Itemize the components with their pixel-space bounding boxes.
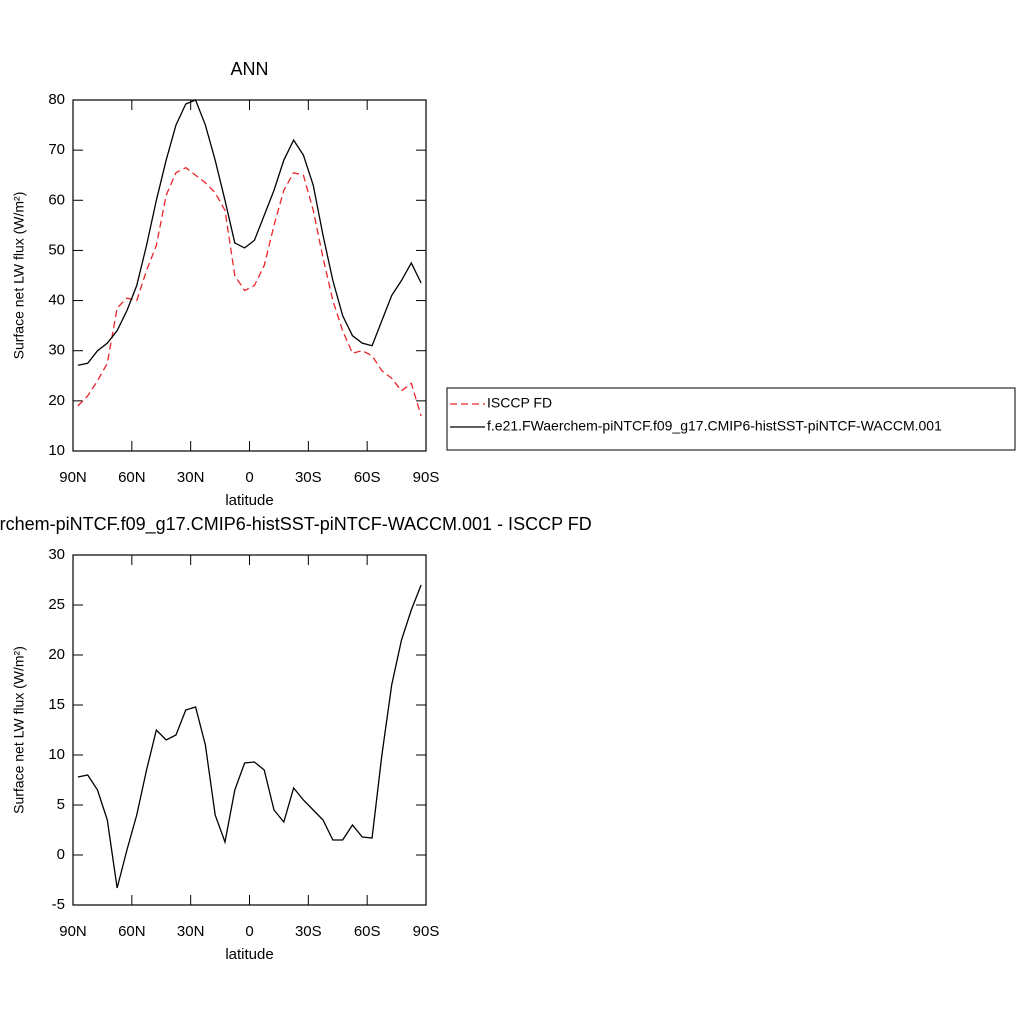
y-axis-label: Surface net LW flux (W/m²) (11, 646, 27, 814)
y-tick-label: 15 (48, 696, 65, 713)
y-axis-label: Surface net LW flux (W/m²) (11, 192, 27, 360)
x-tick-label: 30N (177, 469, 205, 486)
plot-frame (72, 99, 427, 452)
legend-label: f.e21.FWaerchem-piNTCF.f09_g17.CMIP6-his… (487, 418, 942, 434)
x-tick-label: 0 (245, 923, 253, 940)
y-tick-label: 30 (48, 546, 65, 563)
chart-title: ANN (230, 59, 268, 79)
x-tick-label: 30S (295, 469, 322, 486)
x-tick-label: 90N (59, 469, 87, 486)
x-tick-label: 90S (413, 469, 440, 486)
x-tick-label: 30N (177, 923, 205, 940)
chart-title: f.e21.FWaerchem-piNTCF.f09_g17.CMIP6-his… (0, 514, 592, 535)
x-tick-label: 60N (118, 923, 146, 940)
x-tick-label: 90S (413, 923, 440, 940)
data-line (77, 99, 422, 366)
x-tick-label: 60S (354, 923, 381, 940)
y-tick-label: 60 (48, 191, 65, 208)
y-tick-label: 20 (48, 392, 65, 409)
legend-box (446, 387, 1016, 451)
y-tick-label: 5 (57, 796, 65, 813)
plot-frame (72, 554, 427, 906)
y-tick-label: 70 (48, 141, 65, 158)
x-axis-label: latitude (225, 946, 273, 963)
data-line (77, 166, 422, 417)
y-tick-label: -5 (52, 896, 65, 913)
x-axis-label: latitude (225, 492, 273, 509)
x-tick-label: 30S (295, 923, 322, 940)
y-tick-label: 30 (48, 342, 65, 359)
y-tick-label: 80 (48, 91, 65, 108)
x-tick-label: 60S (354, 469, 381, 486)
y-tick-label: 10 (48, 442, 65, 459)
y-tick-label: 50 (48, 241, 65, 258)
legend-label: ISCCP FD (487, 395, 552, 411)
y-tick-label: 40 (48, 292, 65, 309)
y-tick-label: 20 (48, 646, 65, 663)
y-tick-label: 25 (48, 596, 65, 613)
data-line (77, 584, 422, 889)
y-tick-label: 0 (57, 846, 65, 863)
y-tick-label: 10 (48, 746, 65, 763)
x-tick-label: 0 (245, 469, 253, 486)
x-tick-label: 60N (118, 469, 146, 486)
x-tick-label: 90N (59, 923, 87, 940)
